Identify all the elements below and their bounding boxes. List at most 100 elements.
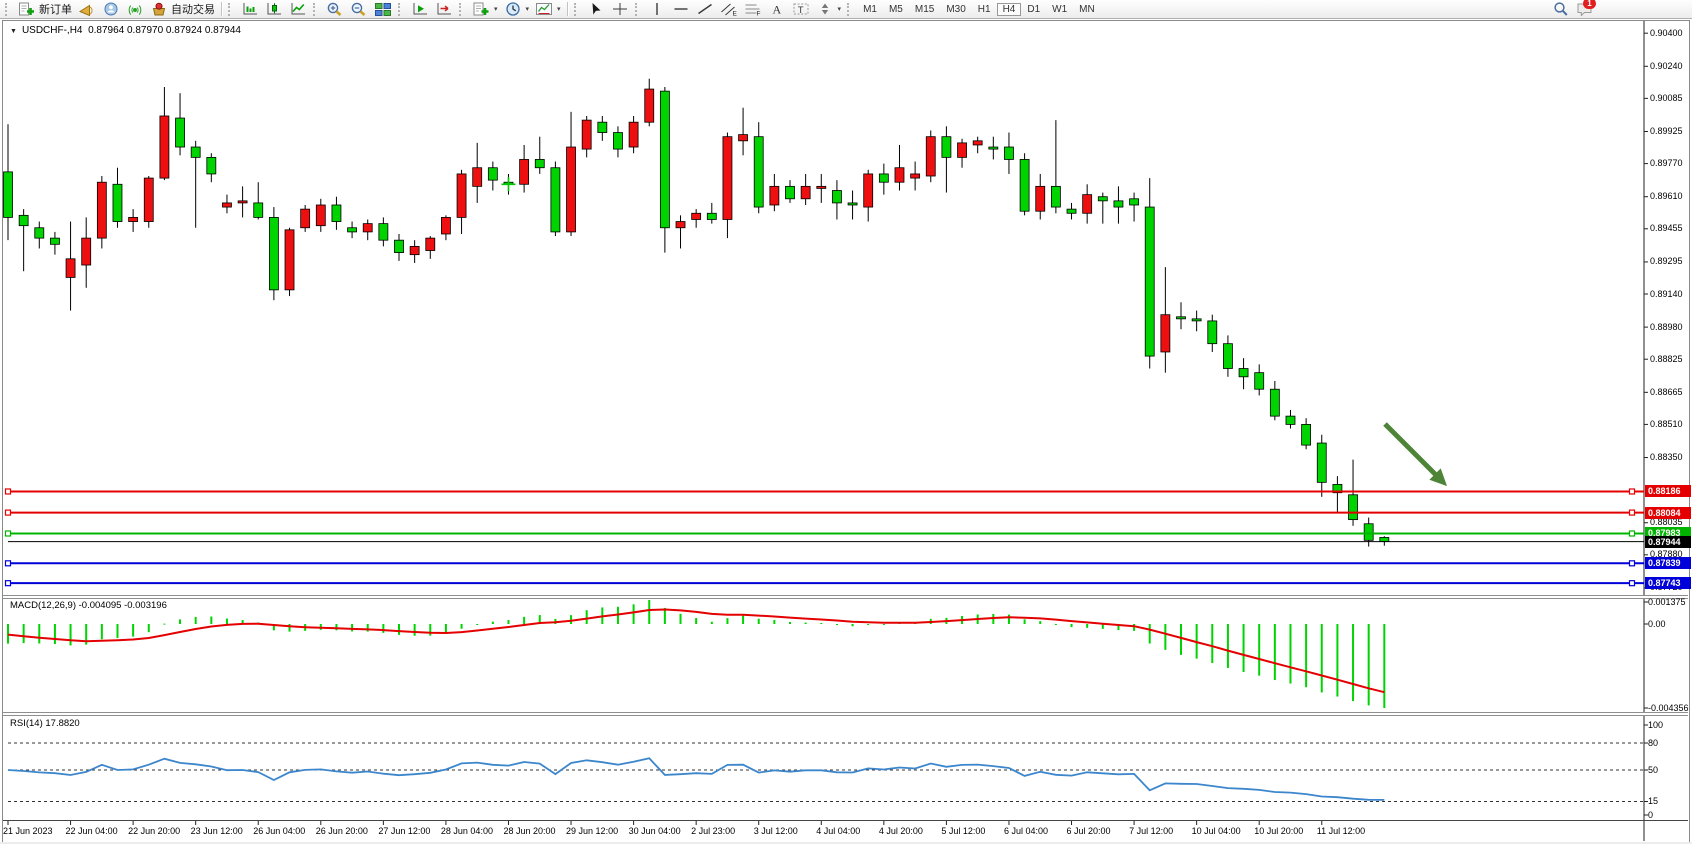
periods-icon <box>504 2 522 16</box>
time-axis[interactable]: 21 Jun 2023 22 Jun 04:00 22 Jun 20:00 23 Ju… <box>3 820 1688 842</box>
chevron-down-icon[interactable]: ▾ <box>557 6 561 13</box>
timeframe-M30[interactable]: M30 <box>946 3 966 15</box>
zoom-in-button[interactable] <box>323 1 347 18</box>
vertical-line-button[interactable] <box>645 1 669 18</box>
price-badge: 0.88084 <box>1645 506 1691 519</box>
price-tick: 0.89925 <box>1650 126 1683 136</box>
shapes-button[interactable]: ▾ <box>813 1 845 18</box>
bar-chart-button[interactable] <box>238 1 262 18</box>
macd-axis-tick: -0.004356 <box>1648 702 1689 713</box>
price-tick: 0.88350 <box>1650 452 1683 463</box>
candles <box>3 78 1390 547</box>
price-badge: 0.87839 <box>1645 557 1691 570</box>
templates-button[interactable]: ▾ <box>532 1 564 18</box>
macd-panel-separator[interactable] <box>3 595 1688 599</box>
signals-button[interactable] <box>123 1 147 18</box>
chart-symbol-title: USDCHF-,H4 <box>21 25 83 36</box>
zoom-out-button[interactable] <box>347 1 371 18</box>
time-label: 29 Jun 12:00 <box>566 826 619 836</box>
time-label: 2 Jul 23:00 <box>691 826 736 836</box>
search-button[interactable] <box>1549 1 1573 18</box>
text-label-icon: T <box>792 2 810 16</box>
fibonacci-icon: F <box>744 2 762 16</box>
autotrade-label: 自动交易 <box>171 4 215 16</box>
timeframe-H1[interactable]: H1 <box>977 3 991 15</box>
arrow-annotation <box>1383 422 1448 487</box>
price-tick: 0.89610 <box>1650 191 1683 202</box>
rsi-panel-separator[interactable] <box>3 712 1688 716</box>
horizontal-line-object <box>4 560 1644 567</box>
new-order-icon <box>18 2 36 16</box>
price-tick: 0.90400 <box>1650 27 1683 38</box>
horizontal-line-button[interactable] <box>669 1 693 18</box>
community-button[interactable] <box>99 1 123 18</box>
toolbar-grip <box>634 2 641 16</box>
price-tick: 0.89140 <box>1650 288 1683 299</box>
time-label: 26 Jun 20:00 <box>315 826 368 836</box>
svg-text:E: E <box>732 11 737 17</box>
shapes-icon <box>816 2 834 16</box>
tile-windows-button[interactable] <box>371 1 395 18</box>
time-label: 10 Jul 20:00 <box>1254 826 1304 836</box>
candlestick-chart-button[interactable] <box>262 1 286 18</box>
toolbar-grip <box>459 2 465 16</box>
horizontal-line-object <box>4 488 1644 495</box>
timeframe-M1[interactable]: M1 <box>863 3 877 15</box>
autotrade-button[interactable]: 自动交易 <box>147 1 218 18</box>
text-icon: A <box>768 2 786 17</box>
cursor-button[interactable] <box>584 1 608 18</box>
main-chart-pane <box>3 78 1390 547</box>
timeframe-M5[interactable]: M5 <box>888 3 903 15</box>
chevron-down-icon[interactable]: ▾ <box>837 6 842 13</box>
search-icon <box>1552 2 1570 16</box>
text-label-button[interactable]: T <box>789 1 813 18</box>
window-edge <box>0 842 1692 844</box>
chart-shift-icon <box>435 2 453 16</box>
price-tick: 0.89770 <box>1650 158 1683 169</box>
chevron-down-icon[interactable]: ▾ <box>494 6 498 13</box>
time-label: 28 Jun 04:00 <box>440 826 493 836</box>
svg-text:F: F <box>756 11 760 17</box>
time-label: 6 Jul 20:00 <box>1066 826 1111 836</box>
auto-scroll-button[interactable] <box>408 1 432 18</box>
new-order-button[interactable]: 新订单 <box>15 1 75 18</box>
toolbar-separator <box>566 2 568 16</box>
line-handle <box>1628 560 1636 567</box>
timeframe-D1[interactable]: D1 <box>1027 3 1041 15</box>
line-handle <box>4 530 12 537</box>
timeframe-W1[interactable]: W1 <box>1052 3 1068 15</box>
crosshair-button[interactable] <box>608 1 632 18</box>
indicators-button[interactable]: ▾ <box>469 1 501 18</box>
rsi-label: RSI(14) 17.8820 <box>10 718 80 729</box>
trendline-button[interactable] <box>693 1 717 18</box>
text-button[interactable]: A <box>765 1 789 18</box>
collapse-triangle-icon[interactable]: ▼ <box>10 28 17 35</box>
chat-button[interactable]: 1 <box>1573 0 1597 18</box>
market-button[interactable] <box>75 1 99 18</box>
rsi-line <box>7 757 1385 801</box>
line-chart-button[interactable] <box>286 1 310 18</box>
equidistant-channel-button[interactable]: E <box>717 1 741 18</box>
timeframe-H4[interactable]: H4 <box>996 2 1022 16</box>
svg-text:T: T <box>797 5 803 16</box>
toolbar-grip <box>847 2 853 16</box>
price-tick: 0.89455 <box>1650 223 1683 234</box>
rsi-pane <box>7 742 1644 802</box>
rsi-name: RSI(14) <box>10 718 43 729</box>
time-label: 6 Jul 04:00 <box>1003 826 1048 836</box>
line-handle <box>1628 530 1636 537</box>
time-label: 28 Jun 20:00 <box>503 826 556 836</box>
cursor-icon <box>587 2 605 16</box>
macd-pane <box>7 599 1386 708</box>
timeframe-M15[interactable]: M15 <box>914 3 935 15</box>
rsi-value: 17.8820 <box>45 718 80 729</box>
chart-shift-button[interactable] <box>432 1 456 18</box>
timeframe-MN[interactable]: MN <box>1079 3 1095 15</box>
fibonacci-button[interactable]: F <box>741 1 765 18</box>
periods-button[interactable]: ▾ <box>501 1 533 18</box>
time-label: 10 Jul 04:00 <box>1191 826 1241 836</box>
community-icon <box>102 2 120 16</box>
time-label: 7 Jul 12:00 <box>1129 826 1174 836</box>
chevron-down-icon[interactable]: ▾ <box>525 6 530 13</box>
